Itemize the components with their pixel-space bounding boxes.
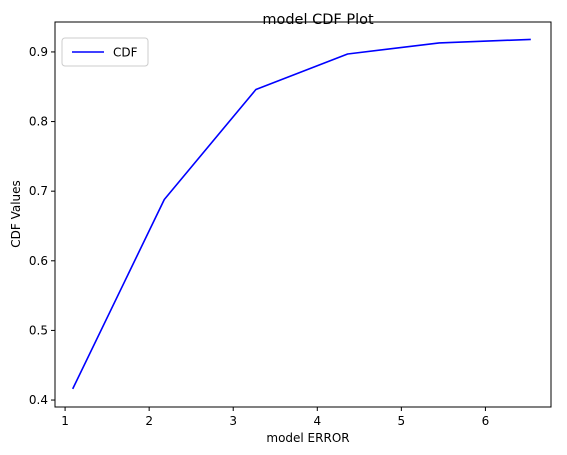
y-axis-label: CDF Values [9,180,23,248]
chart-title: model CDF Plot [262,12,374,28]
y-tick-label: 0.5 [29,323,48,337]
y-axis: 0.4 0.5 0.6 0.7 0.8 0.9 [29,45,55,407]
x-tick-label: 6 [482,414,490,428]
y-tick-label: 0.4 [29,393,48,407]
y-tick-label: 0.8 [29,115,48,129]
x-tick-label: 1 [61,414,69,428]
x-tick-label: 5 [398,414,406,428]
plot-frame [55,22,551,407]
y-tick-label: 0.7 [29,184,48,198]
x-axis: 1 2 3 4 5 6 [61,407,489,428]
x-tick-label: 3 [229,414,237,428]
series-line-cdf [73,39,531,389]
x-tick-label: 2 [145,414,153,428]
x-tick-label: 4 [313,414,321,428]
plot-area [55,22,551,407]
series-layer [73,39,531,389]
y-tick-label: 0.6 [29,254,48,268]
legend-label-cdf: CDF [113,46,138,60]
legend: CDF [62,38,148,66]
x-axis-label: model ERROR [266,431,349,445]
y-tick-label: 0.9 [29,45,48,59]
